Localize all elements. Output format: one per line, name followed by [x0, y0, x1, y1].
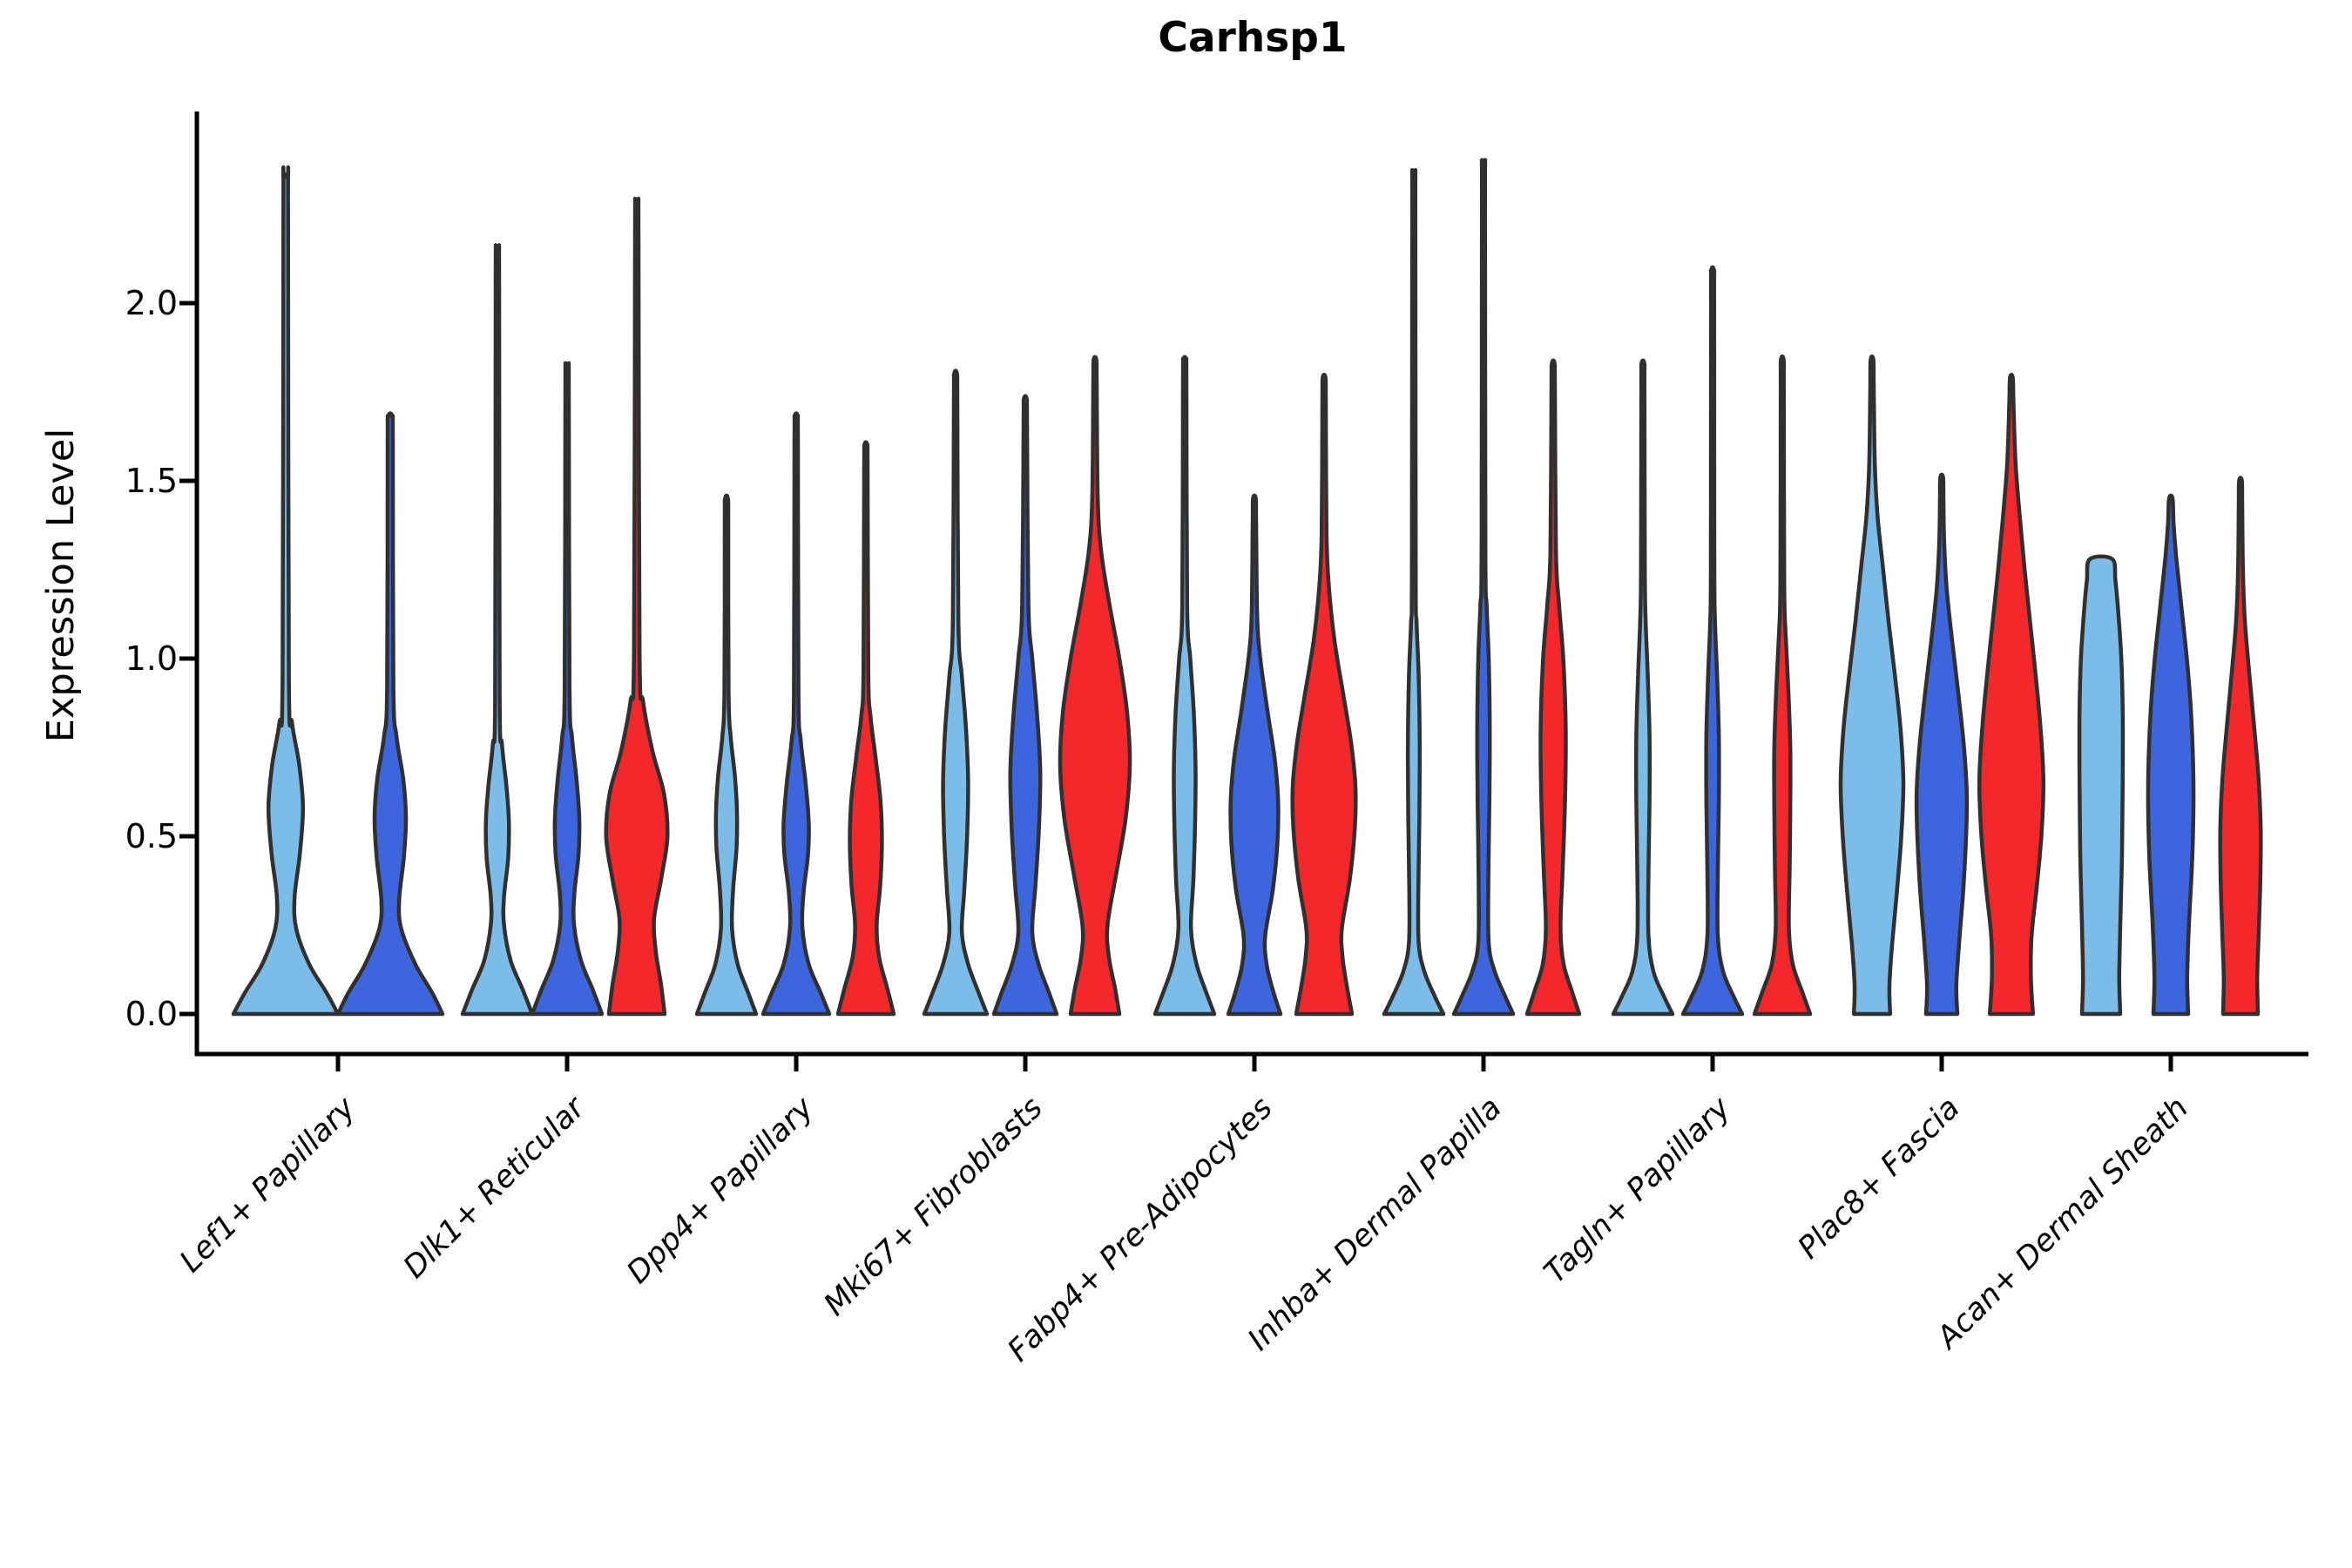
violin-mki67-fibroblasts-light-blue: [922, 368, 990, 1017]
violin-dpp4-papillary-dark-blue: [760, 411, 832, 1017]
violin-fabp4-pre-adipocytes-dark-blue: [1226, 493, 1283, 1017]
violin-dlk1-reticular-red: [604, 196, 670, 1017]
y-tick-label: 0.0: [125, 995, 178, 1033]
y-tick-label: 1.0: [125, 639, 178, 678]
violin-tagln-papillary-red: [1752, 354, 1813, 1017]
violin-plac8-fascia-light-blue: [1838, 354, 1906, 1017]
violin-acan-dermal-sheath-red: [2218, 476, 2263, 1017]
y-tick-label: 2.0: [125, 284, 178, 322]
chart-title: Carhsp1: [1158, 14, 1348, 62]
violin-inhba-dermal-papilla-dark-blue: [1451, 158, 1516, 1017]
violin-lef1-papillary-light-blue: [231, 165, 341, 1017]
violin-inhba-dermal-papilla-red: [1524, 358, 1582, 1017]
violin-dpp4-papillary-light-blue: [694, 493, 759, 1017]
violin-inhba-dermal-papilla-light-blue: [1382, 168, 1446, 1017]
y-tick-label: 0.5: [125, 817, 178, 855]
violin-lef1-papillary-dark-blue: [335, 411, 445, 1017]
violin-plac8-fascia-dark-blue: [1914, 472, 1970, 1017]
violin-acan-dermal-sheath-light-blue: [2077, 554, 2126, 1017]
violin-plac8-fascia-red: [1977, 372, 2046, 1017]
violin-fabp4-pre-adipocytes-red: [1290, 372, 1358, 1017]
violin-acan-dermal-sheath-dark-blue: [2146, 493, 2196, 1017]
violin-tagln-papillary-dark-blue: [1680, 265, 1745, 1017]
violin-dpp4-papillary-red: [835, 440, 896, 1017]
violin-dlk1-reticular-dark-blue: [530, 361, 605, 1017]
violin-tagln-papillary-light-blue: [1611, 358, 1675, 1017]
violin-mki67-fibroblasts-dark-blue: [991, 394, 1059, 1017]
violin-dlk1-reticular-light-blue: [460, 243, 535, 1017]
violin-mki67-fibroblasts-red: [1058, 355, 1132, 1017]
violin-fabp4-pre-adipocytes-light-blue: [1152, 355, 1217, 1017]
y-tick-label: 1.5: [125, 462, 178, 500]
